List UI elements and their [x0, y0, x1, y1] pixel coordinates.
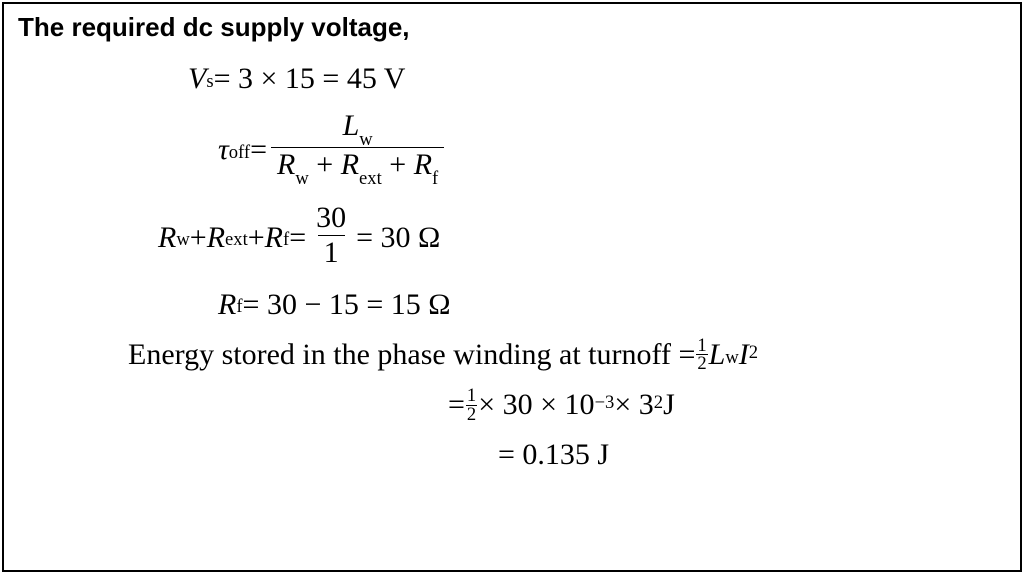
eq1-rest: = 3 × 15 = 45 V — [214, 61, 406, 97]
eq2-equals: = — [250, 132, 267, 168]
sub-ext: ext — [359, 168, 382, 189]
sub-s: s — [206, 71, 213, 93]
eq3eq: = — [289, 220, 306, 256]
eq6mid: × 30 × 10 — [478, 387, 594, 423]
den1: 1 — [318, 235, 345, 271]
half1n: 1 — [696, 337, 707, 355]
exp-3: −3 — [595, 392, 615, 414]
equation-rsum: Rw + Rext + Rf = 30 1 = 30 Ω — [158, 203, 1006, 273]
num30: 30 — [310, 201, 352, 236]
sub-w: w — [359, 129, 372, 150]
equation-tau-off: τoff = Lw Rw + Rext + Rf — [218, 111, 1006, 189]
frac-den: Rw + Rext + Rf — [271, 147, 444, 186]
eq6unit: J — [663, 387, 675, 423]
sq3: 2 — [654, 392, 663, 414]
eq6tail: × 3 — [614, 387, 653, 423]
L2: L — [709, 337, 726, 373]
r3: R — [265, 220, 283, 256]
half2d: 2 — [466, 405, 477, 424]
p1: + — [190, 220, 207, 256]
r3s: f — [283, 229, 289, 251]
half-2: 1 2 — [466, 387, 477, 423]
plus2: + — [382, 148, 414, 181]
rf-rest: = 30 − 15 = 15 Ω — [243, 287, 451, 323]
r1: R — [158, 220, 176, 256]
half-1: 1 2 — [696, 337, 707, 373]
sub-w2: w — [295, 168, 308, 189]
equation-rf: Rf = 30 − 15 = 15 Ω — [218, 287, 1006, 323]
equation-energy-result: = 0.135 J — [498, 437, 1006, 473]
var-Rext: R — [341, 148, 359, 181]
fraction-30-1: 30 1 — [310, 201, 352, 271]
half1d: 2 — [696, 354, 707, 373]
equation-vs: Vs = 3 × 15 = 45 V — [188, 61, 1006, 97]
p2: + — [248, 220, 265, 256]
heading: The required dc supply voltage, — [18, 12, 1006, 43]
eq6eq: = — [448, 387, 465, 423]
eq7text: = 0.135 J — [498, 437, 609, 473]
frac-num: Lw — [337, 109, 379, 147]
fraction-Lw-over-R: Lw Rw + Rext + Rf — [271, 109, 444, 187]
r2: R — [207, 220, 225, 256]
rf-var: R — [218, 287, 236, 323]
I: I — [739, 337, 749, 373]
rf-sub: f — [236, 296, 242, 318]
var-tau: τ — [218, 132, 229, 168]
equation-energy-calc: = 1 2 × 30 × 10−3 × 32 J — [448, 387, 1006, 423]
eq3tail: = 30 Ω — [356, 220, 440, 256]
r1s: w — [176, 229, 189, 251]
r2s: ext — [225, 229, 248, 251]
var-Rf: R — [414, 148, 432, 181]
equation-energy-text: Energy stored in the phase winding at tu… — [128, 337, 1006, 373]
plus1: + — [309, 148, 341, 181]
sub-off: off — [229, 142, 250, 164]
var-L: L — [343, 109, 360, 142]
var-V: V — [188, 61, 206, 97]
sub-f: f — [432, 168, 438, 189]
half2n: 1 — [466, 387, 477, 405]
Iexp: 2 — [749, 342, 758, 364]
energy-text: Energy stored in the phase winding at tu… — [128, 337, 695, 373]
L2s: w — [725, 347, 738, 369]
var-Rw: R — [277, 148, 295, 181]
page-frame: The required dc supply voltage, Vs = 3 ×… — [2, 2, 1022, 572]
